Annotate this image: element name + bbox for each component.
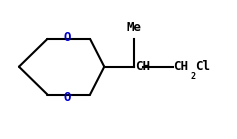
Text: Me: Me (126, 21, 141, 34)
Text: CH: CH (173, 60, 188, 73)
Text: 2: 2 (191, 72, 196, 81)
Text: O: O (64, 91, 71, 104)
Text: CH: CH (135, 60, 150, 73)
Text: O: O (64, 31, 71, 44)
Text: Cl: Cl (195, 60, 210, 73)
